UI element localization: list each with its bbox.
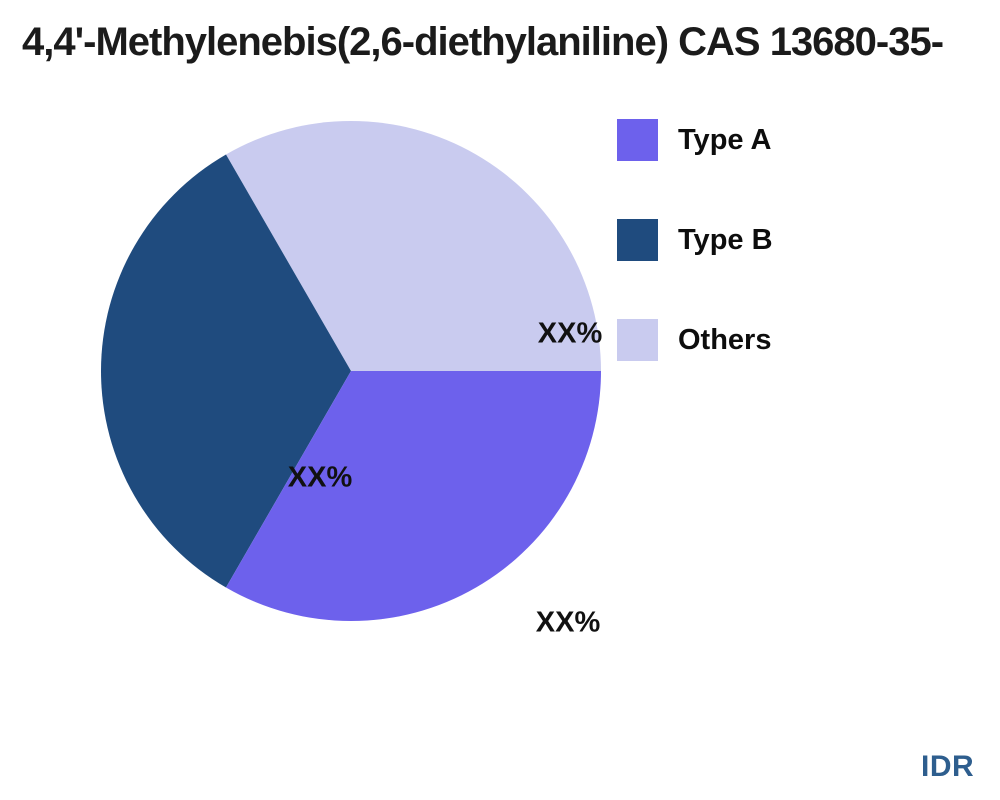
pie-slice-type-b (101, 154, 351, 588)
pie-svg (101, 121, 601, 621)
chart-title: 4,4'-Methylenebis(2,6-diethylaniline) CA… (22, 20, 944, 64)
pie-slice-others (226, 121, 601, 371)
legend-item-type-a: Type A (617, 119, 773, 161)
pie-slice-label-type-b: XX% (287, 461, 353, 494)
brand-watermark: IDR (921, 750, 975, 783)
pie-chart: XX% XX% XX% (101, 121, 603, 639)
legend: Type A Type B Others (617, 119, 773, 361)
legend-label-others: Others (678, 323, 772, 356)
pie-slice-label-type-a: XX% (535, 606, 601, 639)
legend-swatch-type-a (617, 119, 658, 161)
legend-label-type-b: Type B (678, 223, 773, 256)
legend-label-type-a: Type A (678, 123, 772, 156)
legend-item-others: Others (617, 319, 773, 361)
legend-swatch-type-b (617, 219, 658, 261)
legend-item-type-b: Type B (617, 219, 773, 261)
pie-slice-type-a (226, 371, 601, 621)
legend-swatch-others (617, 319, 658, 361)
pie-slice-label-others: XX% (537, 317, 603, 350)
